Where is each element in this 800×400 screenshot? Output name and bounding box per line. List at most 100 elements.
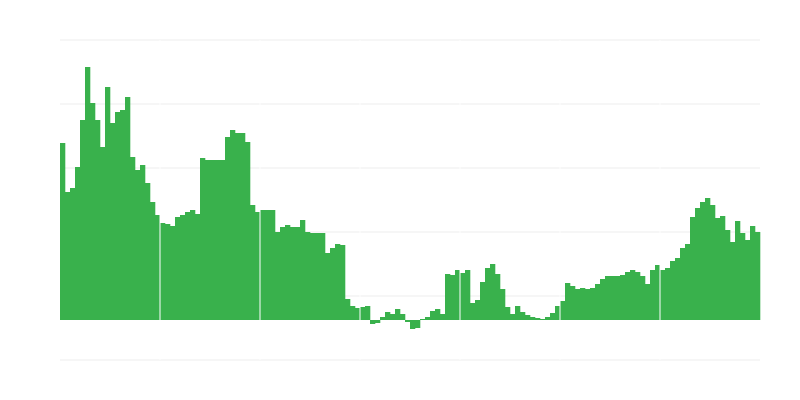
bar-78 [450, 275, 456, 320]
bar-100 [560, 301, 566, 320]
bar-29 [205, 160, 211, 320]
bar-89 [505, 307, 511, 320]
bar-10 [110, 123, 116, 320]
bar-135 [735, 221, 741, 320]
bar-53 [325, 253, 331, 320]
bar-32 [220, 160, 226, 320]
bar-136 [740, 233, 746, 320]
bar-37 [245, 142, 251, 320]
group-separator-20 [159, 40, 161, 360]
bar-129 [705, 198, 711, 320]
bar-63 [375, 320, 381, 323]
bars [60, 67, 761, 329]
bar-118 [650, 270, 656, 320]
bar-79 [455, 270, 461, 320]
bar-106 [590, 288, 596, 320]
bar-131 [715, 218, 721, 320]
bar-114 [630, 270, 636, 320]
bar-83 [475, 300, 481, 320]
bar-54 [330, 248, 336, 320]
bar-18 [150, 202, 156, 320]
bar-7 [95, 120, 101, 320]
bar-57 [345, 299, 351, 320]
group-separator-120 [659, 40, 661, 360]
bar-48 [300, 220, 306, 320]
bar-9 [105, 87, 111, 320]
bar-55 [335, 244, 341, 320]
bar-45 [285, 225, 291, 320]
bar-47 [295, 227, 301, 320]
group-separator-80 [459, 40, 461, 360]
bar-112 [620, 275, 626, 320]
bar-35 [235, 133, 241, 320]
bar-99 [555, 306, 561, 320]
bar-1 [65, 192, 71, 320]
bar-8 [100, 147, 106, 320]
bar-58 [350, 306, 356, 320]
group-separators [159, 40, 661, 360]
bar-2 [70, 188, 76, 320]
bar-77 [445, 274, 451, 320]
bar-108 [600, 279, 606, 320]
bar-121 [665, 268, 671, 320]
bar-3 [75, 167, 81, 320]
bar-41 [265, 210, 271, 320]
bar-96 [540, 319, 546, 320]
bar-128 [700, 202, 706, 320]
bar-115 [635, 272, 641, 320]
bar-82 [470, 303, 476, 320]
bar-73 [425, 317, 431, 320]
bar-134 [730, 242, 736, 320]
bar-104 [580, 288, 586, 320]
bar-119 [655, 265, 661, 320]
bar-71 [415, 320, 421, 328]
bar-26 [190, 210, 196, 320]
bar-113 [625, 272, 631, 320]
bar-109 [605, 276, 611, 320]
bar-16 [140, 165, 146, 320]
bar-68 [400, 314, 406, 320]
bar-81 [465, 270, 471, 320]
bar-101 [565, 283, 571, 320]
bar-80 [460, 273, 466, 320]
bar-44 [280, 227, 286, 320]
bar-93 [525, 315, 531, 320]
bar-17 [145, 183, 151, 320]
bar-21 [165, 224, 171, 320]
bar-74 [430, 311, 436, 320]
bar-84 [480, 282, 486, 320]
bar-70 [410, 320, 416, 329]
bar-69 [405, 320, 411, 322]
bar-14 [130, 157, 136, 320]
bar-133 [725, 230, 731, 320]
bar-127 [695, 208, 701, 320]
bar-20 [160, 223, 166, 320]
bar-49 [305, 232, 311, 320]
bar-110 [610, 276, 616, 320]
bar-27 [195, 214, 201, 320]
bar-50 [310, 233, 316, 320]
bar-66 [390, 314, 396, 320]
bar-60 [360, 307, 366, 320]
bar-76 [440, 314, 446, 320]
bar-86 [490, 264, 496, 320]
bar-28 [200, 158, 206, 320]
bar-102 [570, 286, 576, 320]
bar-25 [185, 212, 191, 320]
bar-107 [595, 284, 601, 320]
bar-88 [500, 289, 506, 320]
group-separator-100 [559, 40, 561, 360]
bar-34 [230, 130, 236, 320]
bar-87 [495, 274, 501, 320]
bar-98 [550, 313, 556, 320]
bar-123 [675, 258, 681, 320]
bar-139 [755, 232, 761, 320]
group-separator-60 [359, 40, 361, 360]
bar-125 [685, 244, 691, 320]
bar-91 [515, 306, 521, 320]
bar-56 [340, 245, 346, 320]
bar-103 [575, 289, 581, 320]
bar-95 [535, 318, 541, 320]
bar-30 [210, 160, 216, 320]
